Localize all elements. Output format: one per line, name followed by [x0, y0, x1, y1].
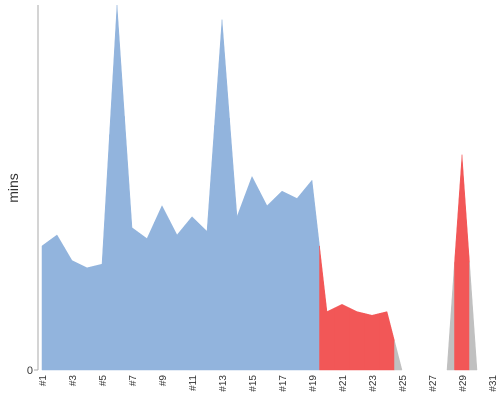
area-segment	[139, 222, 155, 371]
x-tick-label: #25	[398, 375, 409, 392]
y-axis-label: mins	[5, 173, 21, 203]
x-tick-label: #13	[218, 375, 229, 392]
area-segment	[454, 154, 470, 371]
x-tick-label: #31	[488, 375, 499, 392]
area-segment	[319, 245, 335, 371]
area-segment	[41, 239, 50, 371]
area-segment	[109, 4, 125, 371]
area-segment	[49, 234, 65, 371]
area-segment	[334, 304, 350, 371]
area-segment	[214, 19, 230, 371]
x-tick-label: #15	[248, 375, 259, 392]
x-tick-label: #27	[428, 375, 439, 392]
x-tick-label: #7	[128, 375, 139, 387]
x-tick-label: #9	[158, 375, 169, 387]
x-tick-label: #5	[98, 375, 109, 387]
area-segment	[64, 246, 80, 371]
x-tick-label: #3	[68, 375, 79, 387]
x-tick-label: #1	[38, 375, 49, 387]
area-segment	[154, 205, 170, 371]
area-segment	[259, 191, 275, 371]
y-tick-label: 0	[27, 365, 33, 377]
area-segment	[274, 190, 290, 371]
area-segment	[304, 179, 320, 371]
area-segment	[446, 262, 455, 371]
area-segment	[394, 340, 403, 371]
area-segment	[364, 313, 380, 371]
x-tick-label: #21	[338, 375, 349, 392]
area-segment	[124, 116, 140, 371]
area-segment	[79, 263, 95, 371]
area-segment	[244, 175, 260, 371]
area-segment	[469, 262, 478, 371]
area-segment	[289, 188, 305, 371]
area-segment	[184, 216, 200, 371]
area-segment	[169, 220, 185, 371]
area-segment	[229, 118, 245, 371]
area-segment	[94, 134, 110, 371]
area-segment	[379, 311, 395, 371]
x-tick-label: #19	[308, 375, 319, 392]
area-segment	[349, 307, 365, 371]
x-tick-label: #29	[458, 375, 469, 392]
x-tick-label: #17	[278, 375, 289, 392]
area-segment	[199, 125, 215, 371]
x-tick-label: #23	[368, 375, 379, 392]
x-tick-label: #11	[188, 375, 199, 391]
